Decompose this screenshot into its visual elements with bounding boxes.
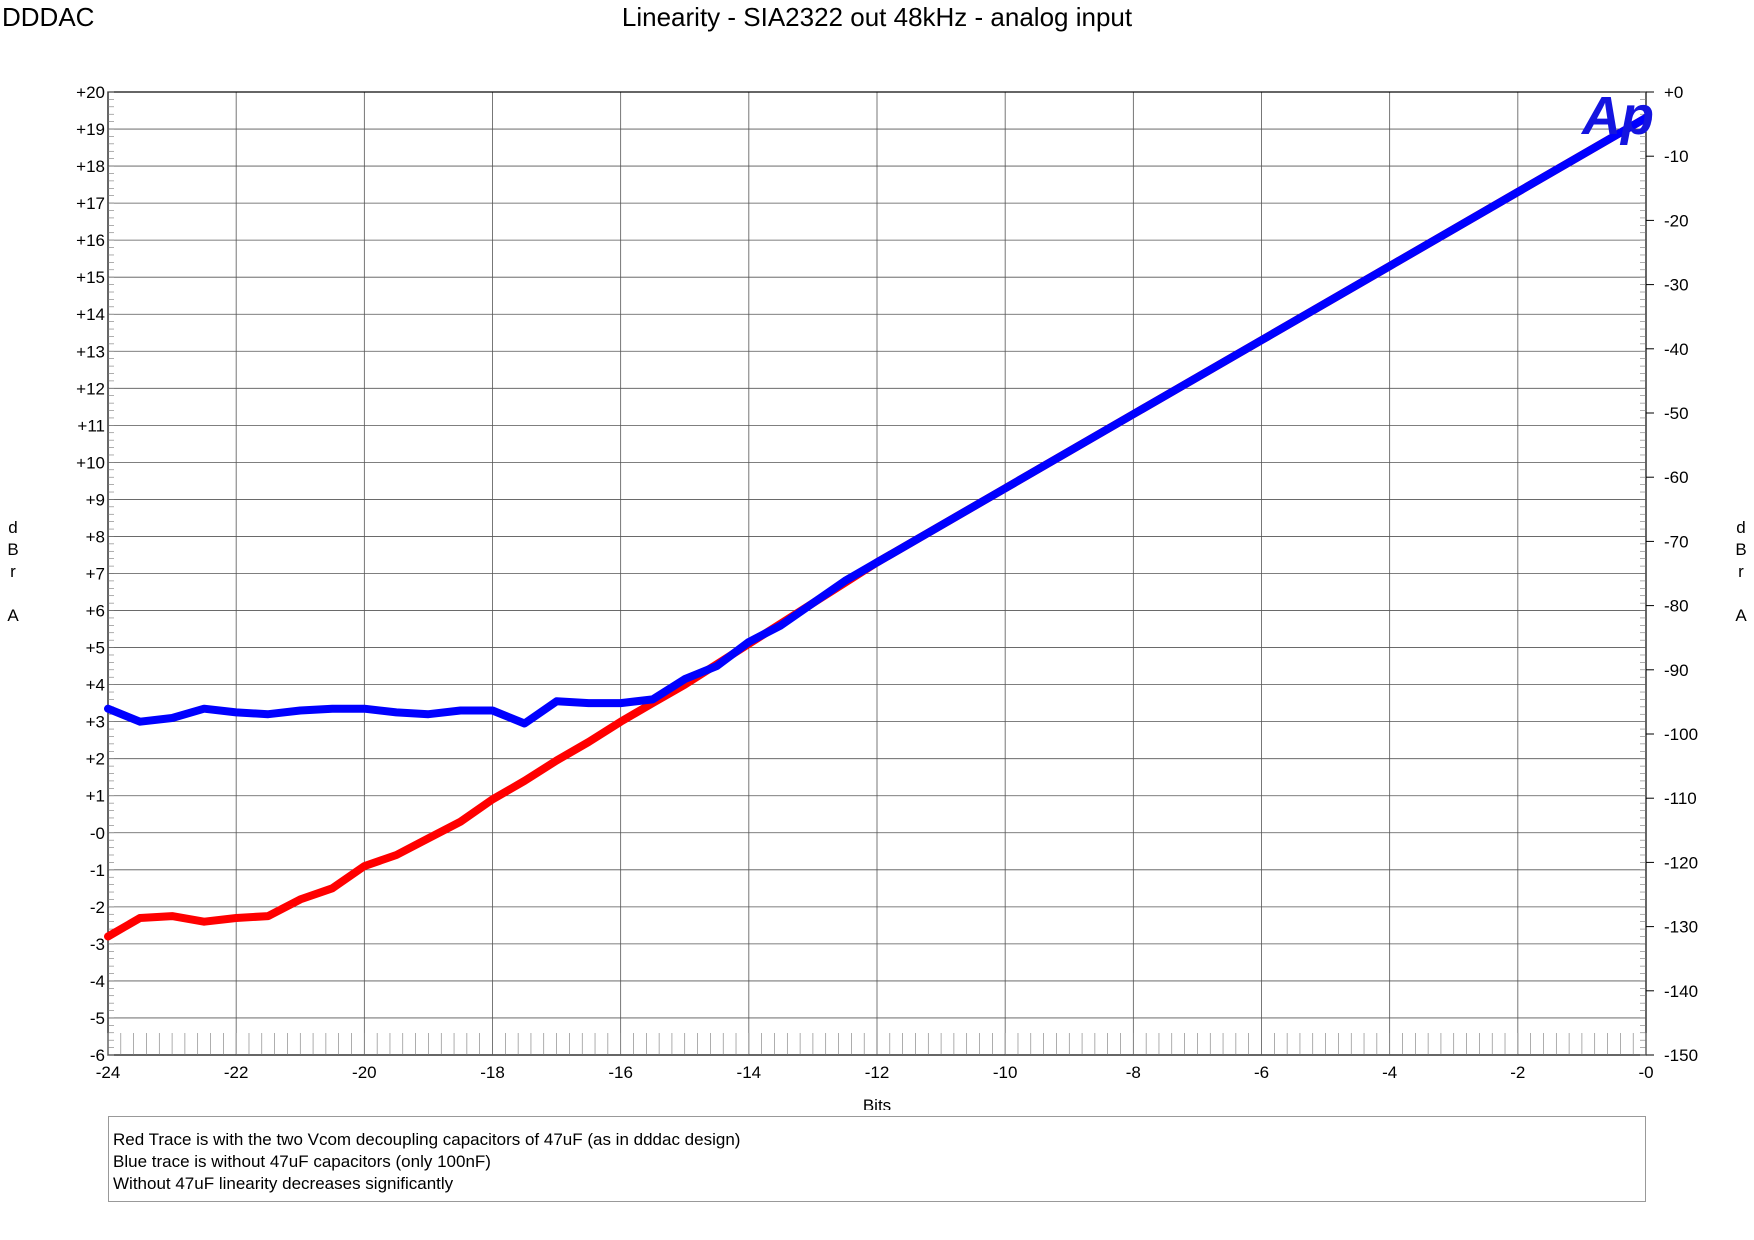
- y-tick-label: +10: [76, 453, 105, 472]
- ap-logo: Ap: [1580, 86, 1654, 146]
- y-tick-label: +13: [76, 342, 105, 361]
- chart-title: Linearity - SIA2322 out 48kHz - analog i…: [621, 2, 1133, 32]
- y2-tick-label: +0: [1664, 83, 1683, 102]
- x-tick-label: -10: [993, 1063, 1018, 1082]
- y2-tick-label: -70: [1664, 532, 1689, 551]
- x-tick-label: -6: [1254, 1063, 1269, 1082]
- y2-tick-label: -40: [1664, 340, 1689, 359]
- x-tick-label: -20: [352, 1063, 377, 1082]
- linearity-chart: -24 -22 -20 -18 -16 -14 -12 -10 -8 -6 -4 -2 -0 -6 -5 -4…: [76, 83, 1698, 1110]
- y2-tick-label: -120: [1664, 853, 1698, 872]
- y2-tick-label: -80: [1664, 597, 1689, 616]
- y2-tick-label: -30: [1664, 276, 1689, 295]
- brand-label: DDDAC: [2, 2, 95, 32]
- y-tick-label: -5: [90, 1009, 105, 1028]
- y-tick-label: +7: [86, 565, 105, 584]
- y2-tick-label: -140: [1664, 982, 1698, 1001]
- y-tick-label: -4: [90, 972, 105, 991]
- x-tick-label: -12: [865, 1063, 890, 1082]
- x-tick-label: -4: [1382, 1063, 1397, 1082]
- y-tick-label: +16: [76, 231, 105, 250]
- y-tick-label: +15: [76, 268, 105, 287]
- tick-labels: -24 -22 -20 -18 -16 -14 -12 -10 -8 -6 -4 -2 -0 -6 -5 -4…: [76, 83, 1698, 1082]
- x-tick-label: -22: [224, 1063, 249, 1082]
- y2-tick-label: -20: [1664, 211, 1689, 230]
- y-tick-label: +2: [86, 750, 105, 769]
- blue-trace: [104, 113, 1650, 728]
- y-tick-label: +20: [76, 83, 105, 102]
- note-line: Red Trace is with the two Vcom decouplin…: [113, 1130, 741, 1149]
- note-line: Without 47uF linearity decreases signifi…: [113, 1174, 454, 1193]
- notes-box: Red Trace is with the two Vcom decouplin…: [108, 1116, 1646, 1202]
- x-axis-label: Bits: [863, 1096, 891, 1110]
- y-tick-label: +1: [86, 787, 105, 806]
- y2-tick-label: -100: [1664, 725, 1698, 744]
- y-tick-label: +6: [86, 602, 105, 621]
- x-tick-label: -18: [480, 1063, 505, 1082]
- x-tick-label: -24: [96, 1063, 121, 1082]
- y-tick-label: +12: [76, 379, 105, 398]
- y-tick-label: +17: [76, 194, 105, 213]
- y-tick-label: -3: [90, 935, 105, 954]
- y-tick-label: +4: [86, 676, 105, 695]
- x-tick-label: -8: [1126, 1063, 1141, 1082]
- y2-tick-label: -90: [1664, 661, 1689, 680]
- y-tick-label: -0: [90, 824, 105, 843]
- y2-tick-label: -110: [1664, 789, 1697, 808]
- y-tick-label: -1: [90, 861, 105, 880]
- note-line: Blue trace is without 47uF capacitors (o…: [113, 1152, 491, 1171]
- x-tick-label: -16: [608, 1063, 633, 1082]
- x-tick-label: -14: [737, 1063, 762, 1082]
- y-tick-label: +14: [76, 305, 105, 324]
- y2-tick-label: -10: [1664, 147, 1689, 166]
- y-tick-label: +18: [76, 157, 105, 176]
- y-tick-label: -2: [90, 898, 105, 917]
- y-tick-label: +11: [77, 416, 105, 435]
- y-tick-label: +3: [86, 713, 105, 732]
- y2-tick-label: -130: [1664, 918, 1698, 937]
- y2-tick-label: -60: [1664, 468, 1689, 487]
- chart-traces: [104, 113, 1650, 941]
- minor-tick-marks: [107, 91, 1647, 1056]
- y-tick-label: +9: [86, 490, 105, 509]
- y-tick-label: +19: [76, 120, 105, 139]
- y-tick-label: +8: [86, 527, 105, 546]
- y2-tick-label: -50: [1664, 404, 1689, 423]
- y-tick-label: -6: [90, 1046, 105, 1065]
- x-tick-label: -0: [1638, 1063, 1653, 1082]
- chart-grid: [107, 91, 1654, 1056]
- y-tick-label: +5: [86, 639, 105, 658]
- x-tick-label: -2: [1510, 1063, 1525, 1082]
- y2-tick-label: -150: [1664, 1046, 1698, 1065]
